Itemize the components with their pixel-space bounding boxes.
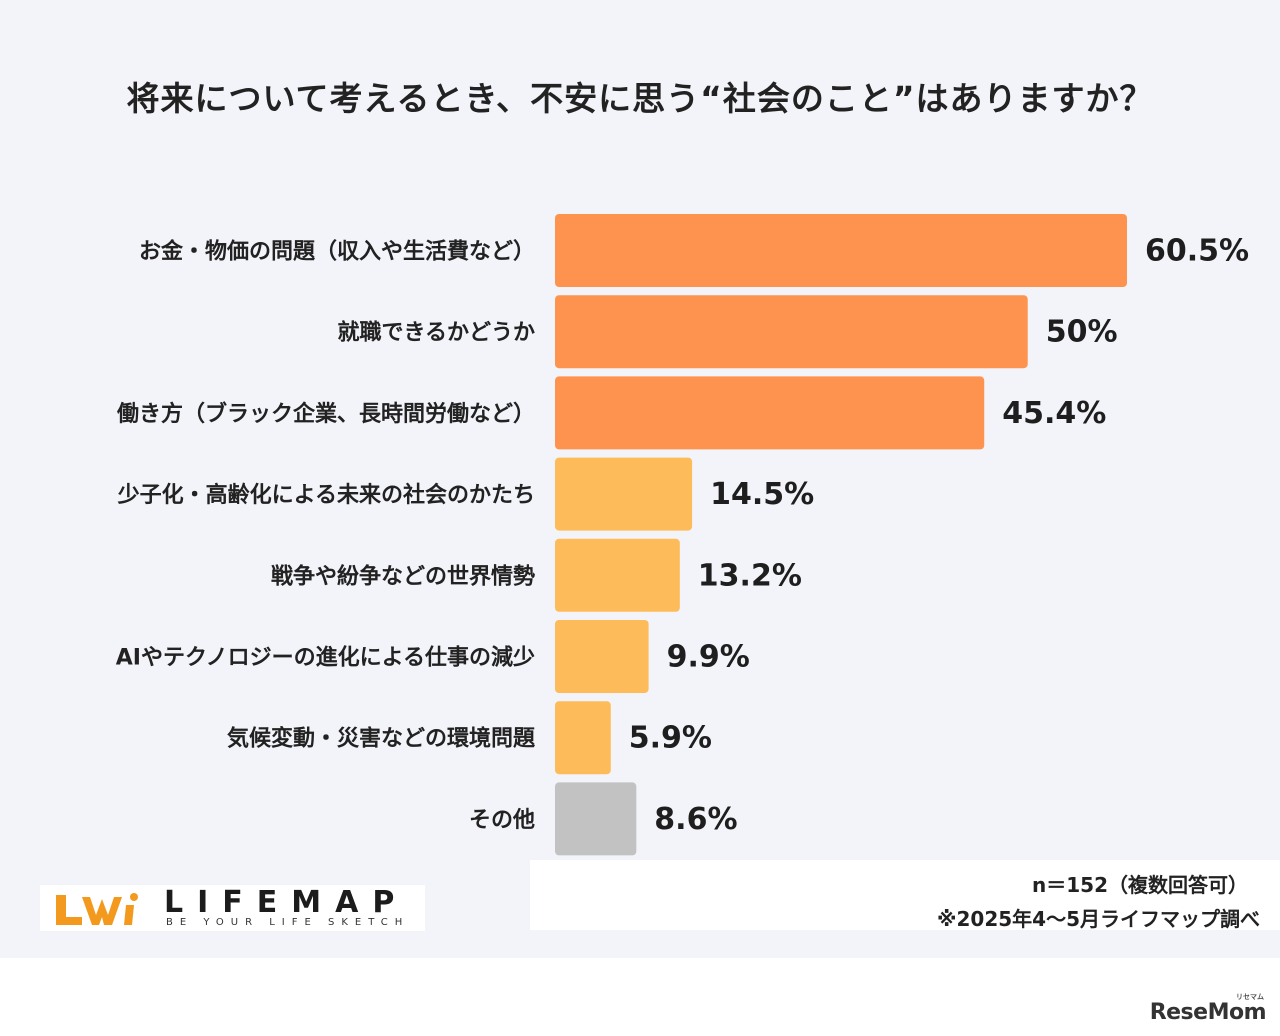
bar-1: [555, 295, 1028, 369]
bar-6: [555, 701, 611, 775]
resemom-watermark: ReseMom リセマム: [1149, 993, 1267, 1025]
bar-4: [555, 538, 680, 612]
category-label-1: 就職できるかどうか: [337, 320, 535, 346]
category-label-3: 少子化・高齢化による未来の社会のかたち: [117, 482, 535, 508]
category-label-0: お金・物価の問題（収入や生活費など）: [139, 239, 535, 265]
source-note: ※2025年4〜5月ライフマップ調べ: [937, 907, 1260, 931]
category-label-6: 気候変動・災害などの環境問題: [227, 726, 536, 752]
watermark-text: ReseMom: [1149, 1000, 1267, 1025]
logo-wordmark: LIFEMAP: [164, 885, 409, 920]
logo-tagline: BE YOUR LIFE SKETCH: [166, 917, 410, 928]
value-label-1: 50%: [1046, 315, 1118, 350]
category-label-2: 働き方（ブラック企業、長時間労働など）: [116, 401, 535, 427]
category-label-5: AIやテクノロジーの進化による仕事の減少: [116, 645, 535, 671]
footer-notes: n＝152（複数回答可） ※2025年4〜5月ライフマップ調べ: [530, 860, 1280, 931]
value-label-0: 60.5%: [1145, 234, 1249, 269]
bar-3: [555, 457, 693, 531]
value-label-4: 13.2%: [698, 558, 802, 593]
category-label-7: その他: [469, 808, 535, 833]
chart-title: 将来について考えるとき、不安に思う“社会のこと”はありますか？: [126, 79, 1154, 118]
bar-0: [555, 214, 1127, 287]
value-label-7: 8.6%: [654, 802, 737, 837]
lifemap-logo: LIFEMAP BE YOUR LIFE SKETCH: [40, 885, 425, 931]
bar-chart: お金・物価の問題（収入や生活費など） 60.5% 就職できるかどうか 50% 働き方（ブ…: [116, 214, 1249, 856]
value-label-3: 14.5%: [710, 477, 814, 512]
category-label-4: 戦争や紛争などの世界情勢: [271, 563, 535, 589]
watermark-kana: リセマム: [1236, 993, 1264, 1001]
lifemap-logo-icon: [56, 893, 138, 925]
bar-5: [555, 620, 649, 693]
bar-2: [555, 376, 985, 450]
value-label-5: 9.9%: [667, 640, 750, 675]
value-label-6: 5.9%: [629, 721, 712, 756]
value-label-2: 45.4%: [1002, 396, 1106, 431]
sample-size-note: n＝152（複数回答可）: [1032, 873, 1248, 897]
bar-7: [555, 782, 637, 856]
